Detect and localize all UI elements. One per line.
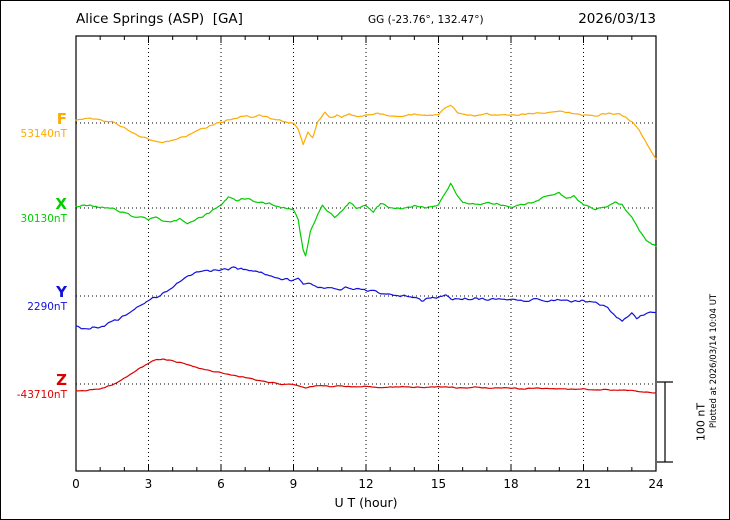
series-X-letter: X (55, 195, 67, 213)
x-axis-label: U T (hour) (334, 495, 398, 510)
plot-timestamp-note: Plotted at 2026/03/14 10:04 UT (709, 293, 719, 429)
x-tick-label-15: 15 (430, 477, 447, 491)
plot-frame (75, 35, 657, 472)
series-Y-letter: Y (56, 283, 67, 301)
series-Z-baseline-value: -43710nT (16, 389, 67, 401)
geographic-coords: GG (-23.76°, 132.47°) (368, 14, 484, 26)
series-Z-letter: Z (56, 371, 67, 389)
x-tick-label-18: 18 (503, 477, 519, 491)
trace-X (75, 182, 657, 257)
trace-F (75, 104, 657, 160)
station-title: Alice Springs (ASP) [GA] (76, 11, 243, 27)
x-tick-label-9: 9 (289, 477, 298, 491)
x-tick-label-21: 21 (575, 477, 592, 491)
plot-date: 2026/03/13 (578, 11, 656, 27)
x-tick-label-12: 12 (358, 477, 374, 491)
series-F-letter: F (56, 110, 67, 128)
x-tick-label-0: 0 (72, 477, 80, 491)
trace-Y (75, 266, 657, 330)
x-tick-label-3: 3 (144, 477, 153, 491)
series-F-baseline-value: 53140nT (20, 128, 67, 140)
trace-Z (75, 358, 657, 394)
series-X-baseline-value: 30130nT (20, 213, 67, 225)
x-tick-label-6: 6 (217, 477, 225, 491)
series-Y-baseline-value: 2290nT (27, 301, 67, 313)
x-tick-label-24: 24 (648, 477, 664, 491)
scale-bar-label: 100 nT (694, 402, 708, 442)
